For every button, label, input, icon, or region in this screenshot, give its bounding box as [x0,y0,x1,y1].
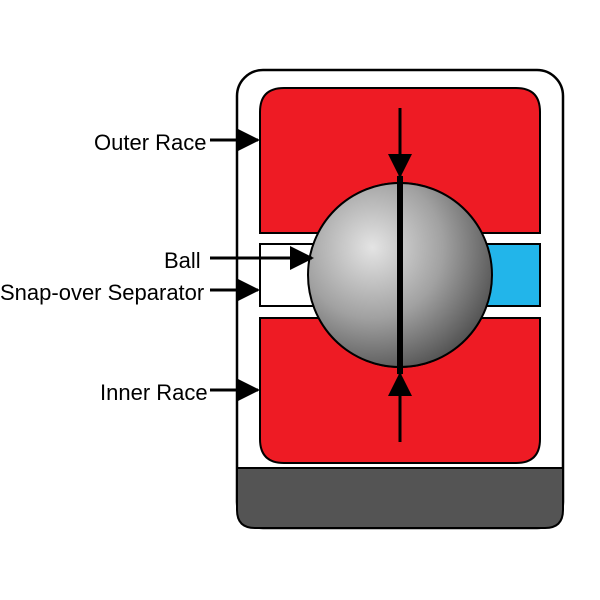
ball-label: Ball [164,248,201,274]
inner-race-label: Inner Race [100,380,208,406]
outer-race-label: Outer Race [94,130,207,156]
separator-label: Snap-over Separator [0,280,204,306]
shaft [237,468,563,528]
